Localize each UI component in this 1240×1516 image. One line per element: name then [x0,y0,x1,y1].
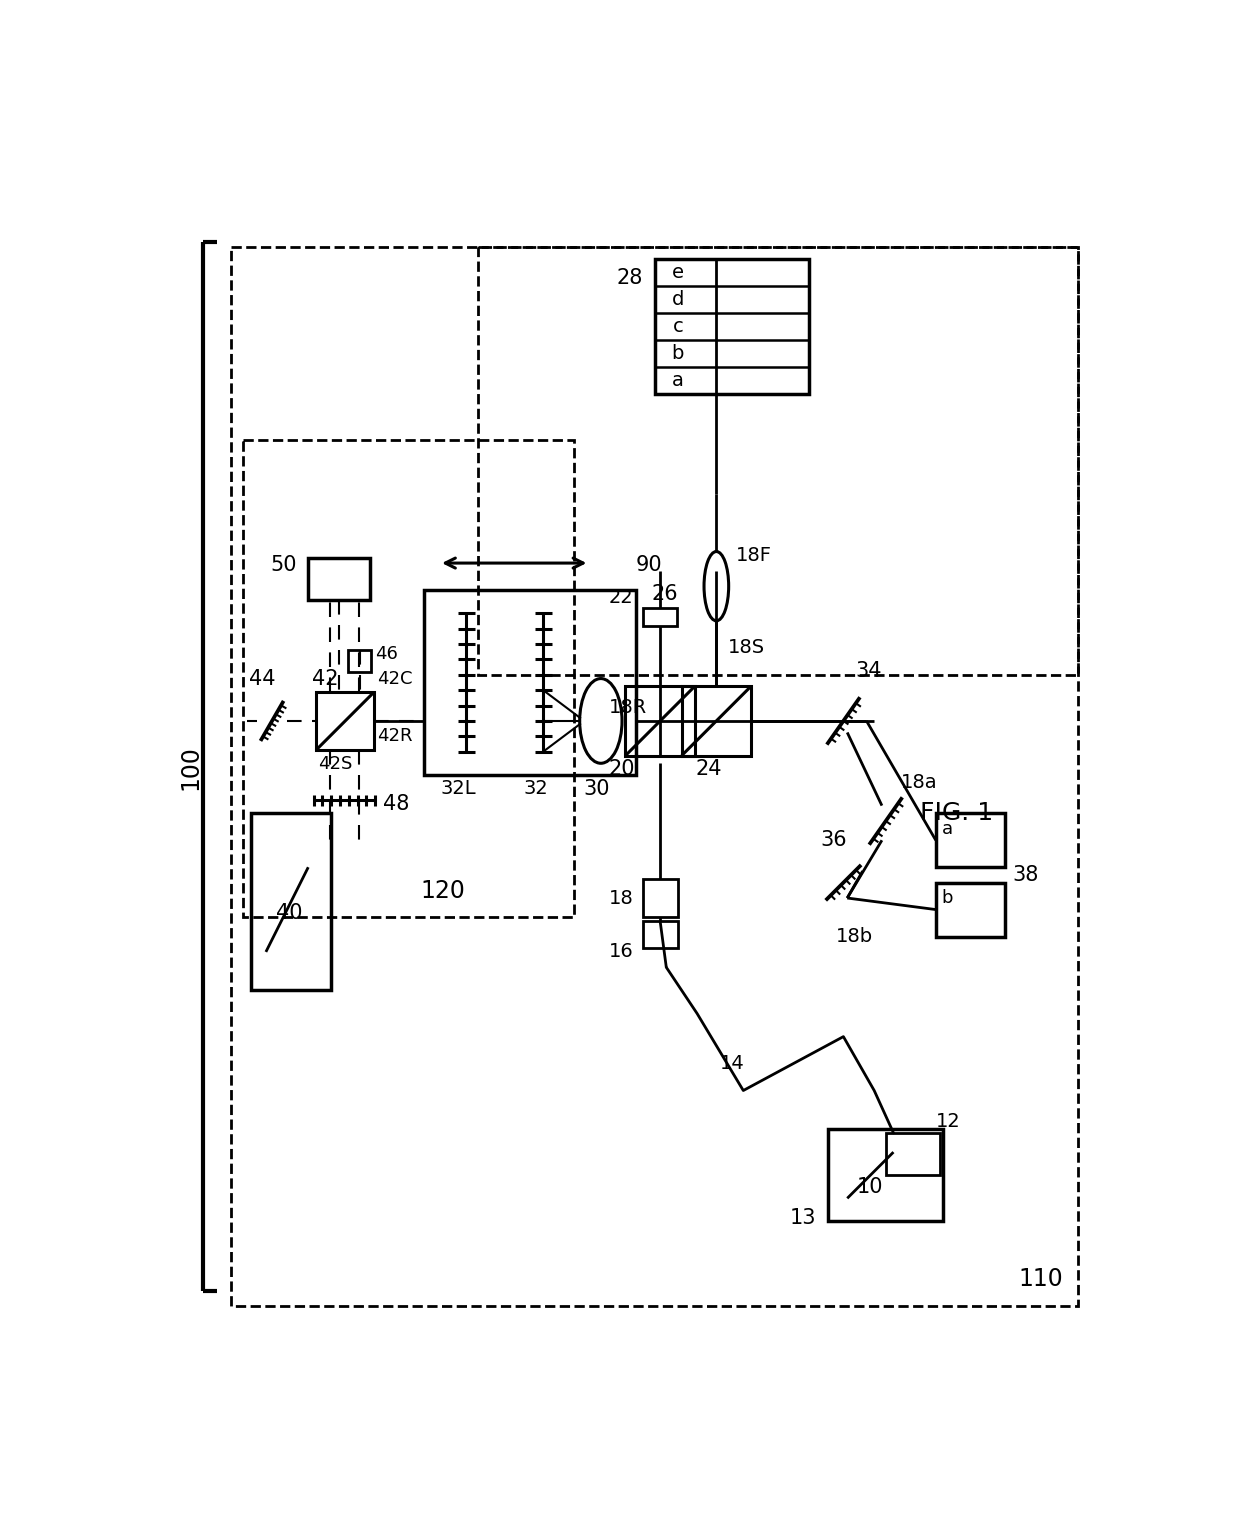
Text: e: e [672,262,683,282]
Text: 20: 20 [609,760,635,779]
Text: 18F: 18F [735,546,771,565]
Bar [644,608,677,626]
Bar [644,879,678,917]
Bar [309,558,370,600]
Text: 18b: 18b [836,926,873,946]
Text: 18R: 18R [609,697,647,717]
Text: FIG. 1: FIG. 1 [920,802,993,825]
Text: 10: 10 [857,1176,884,1196]
Bar [655,259,808,394]
Text: 18S: 18S [728,638,765,658]
Text: 24: 24 [696,760,722,779]
Bar [885,1132,940,1175]
Bar [936,882,1006,937]
Text: 22: 22 [609,588,634,608]
Bar [231,247,1079,1307]
Text: a: a [942,820,952,838]
Text: 32L: 32L [440,779,476,799]
Text: 14: 14 [720,1054,745,1073]
Text: 13: 13 [790,1208,816,1228]
Text: 30: 30 [584,779,610,799]
Bar [828,1129,944,1222]
Bar [250,813,331,990]
Text: 42S: 42S [317,755,352,773]
Text: 16: 16 [609,943,634,961]
Text: 36: 36 [821,831,847,850]
Text: 32: 32 [523,779,548,799]
Text: d: d [672,290,684,309]
Text: 120: 120 [420,879,465,904]
Text: 26: 26 [651,584,678,603]
Text: 42R: 42R [377,728,413,746]
Text: 18a: 18a [901,773,937,791]
Text: 100: 100 [179,744,202,790]
Text: 12: 12 [936,1111,961,1131]
Bar [936,813,1006,867]
Text: 28: 28 [616,268,644,288]
Text: 40: 40 [275,904,303,923]
Text: 38: 38 [1013,866,1039,885]
Text: 34: 34 [854,661,882,681]
Bar [316,693,373,750]
Text: 42C: 42C [377,670,413,688]
Text: 46: 46 [376,644,398,662]
Text: 110: 110 [1018,1267,1063,1290]
Bar [625,687,694,755]
Text: b: b [672,344,684,362]
Bar [477,247,1079,675]
Text: 18: 18 [609,888,634,908]
Text: c: c [672,317,683,337]
Text: b: b [941,888,954,907]
Text: 42: 42 [312,669,339,688]
Bar [243,440,574,917]
Bar [644,922,678,948]
Text: 90: 90 [635,555,662,575]
Bar [348,650,372,672]
Text: 50: 50 [270,555,296,576]
Text: 48: 48 [383,794,409,814]
Bar [682,687,751,755]
Text: 44: 44 [249,669,275,688]
Bar [424,590,635,775]
Text: a: a [672,371,683,390]
